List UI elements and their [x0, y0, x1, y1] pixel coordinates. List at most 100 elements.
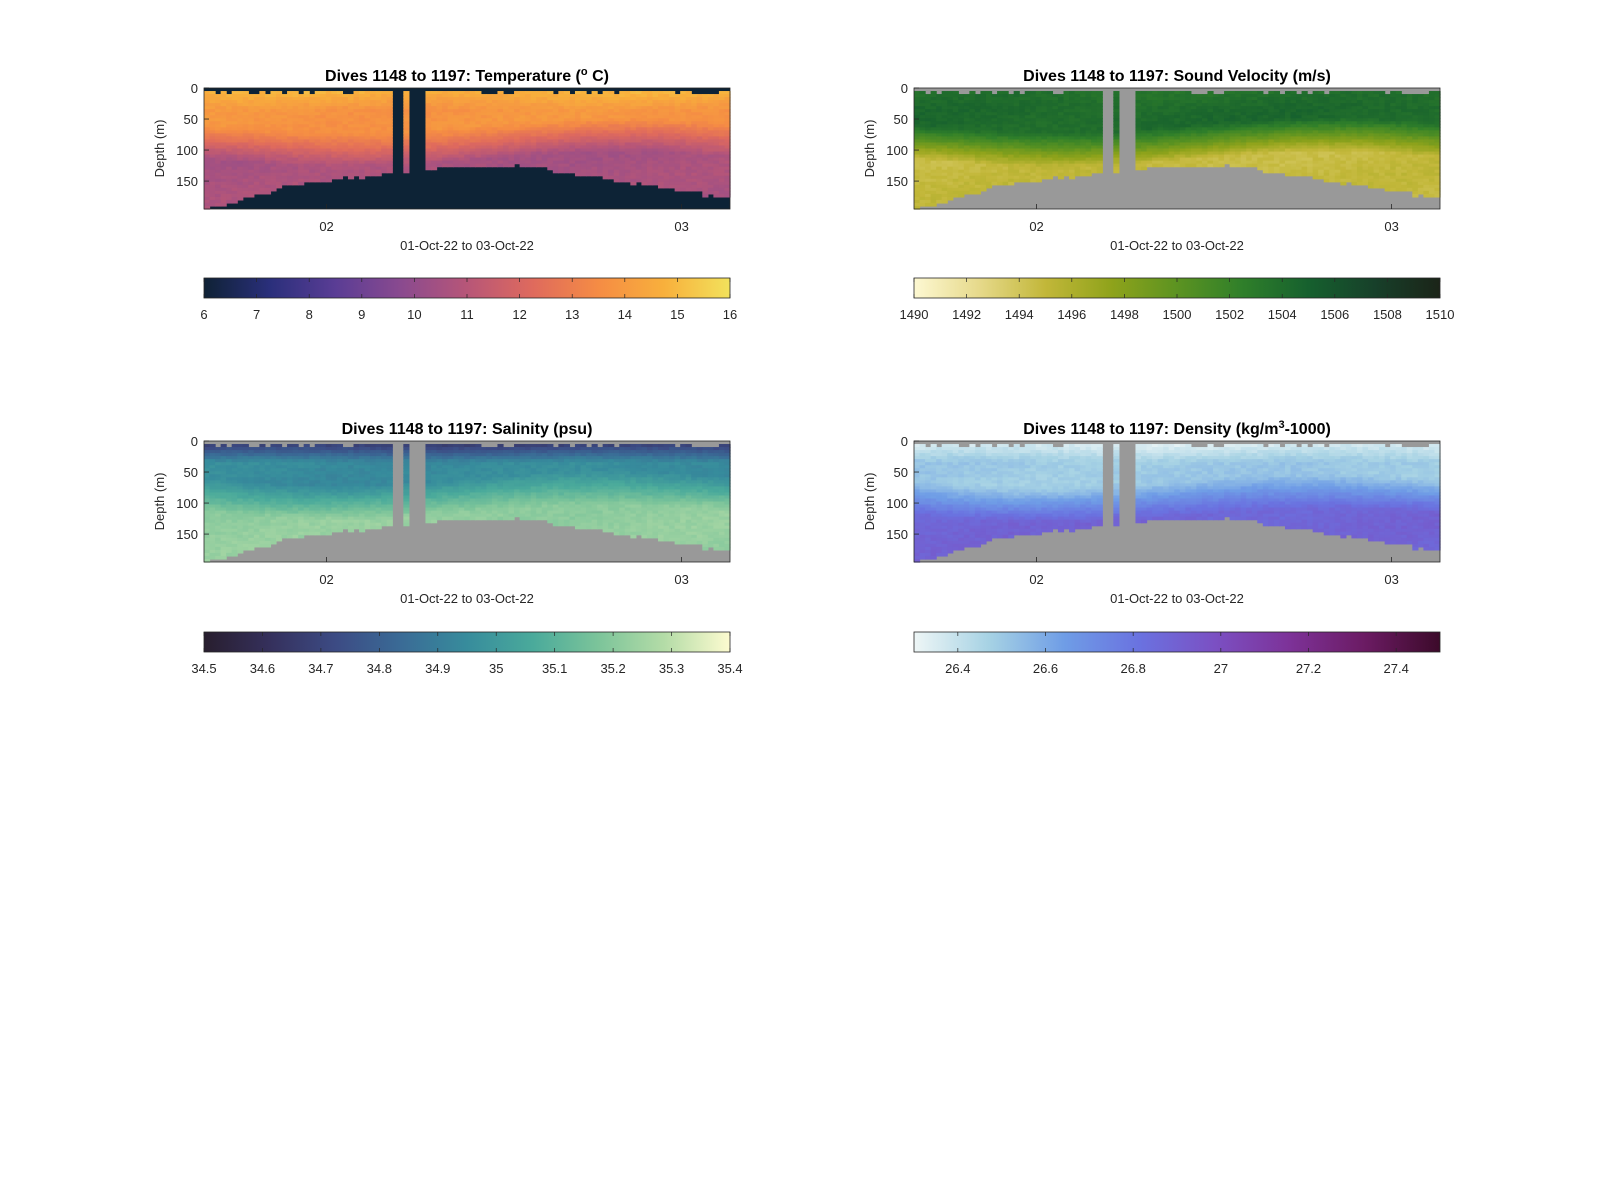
heatmap-cell — [470, 164, 476, 168]
heatmap-cell — [641, 182, 647, 186]
heatmap-cell — [509, 164, 515, 168]
heatmap-cell — [437, 164, 443, 168]
heatmap-cell — [1279, 170, 1285, 174]
heatmap-cell — [964, 191, 970, 195]
heatmap-cell — [702, 194, 708, 198]
heatmap-cell — [365, 173, 371, 177]
heatmap-cell — [431, 167, 437, 171]
heatmap-cell — [1257, 167, 1263, 171]
heatmap-cell — [1180, 164, 1186, 168]
heatmap-cell — [1163, 164, 1169, 168]
heatmap-cell — [381, 170, 387, 174]
x-axis-label: 01-Oct-22 to 03-Oct-22 — [400, 238, 534, 253]
heatmap-cell — [1335, 179, 1341, 183]
heatmap-cell — [569, 170, 575, 174]
heatmap-cell — [986, 185, 992, 189]
heatmap-cell — [542, 164, 548, 168]
heatmap-cell — [1135, 167, 1141, 171]
heatmap-cell — [464, 164, 470, 168]
heatmap-cell — [947, 197, 953, 201]
heatmap-cell — [387, 170, 393, 174]
heatmap-cell — [531, 164, 537, 168]
heatmap-cell — [1268, 170, 1274, 174]
heatmap-cell — [1274, 170, 1280, 174]
heatmap-cell — [503, 164, 509, 168]
heatmap-cell — [1324, 179, 1330, 183]
heatmap-cell — [282, 182, 288, 186]
heatmap-cell — [265, 191, 271, 195]
chart-title: Dives 1148 to 1197: Temperature (o C) — [325, 66, 609, 85]
heatmap-cell — [603, 176, 609, 180]
heatmap-cell — [520, 164, 526, 168]
heatmap-cell — [652, 182, 658, 186]
heatmap-cell — [1008, 182, 1014, 186]
heatmap-cell — [719, 194, 725, 198]
heatmap-cell — [320, 179, 326, 183]
heatmap-cell — [326, 179, 332, 183]
heatmap-cell — [215, 203, 221, 207]
heatmap-cell — [708, 191, 714, 195]
heatmap-cell — [315, 179, 321, 183]
heatmap-cell — [669, 185, 675, 189]
heatmap-cell — [448, 164, 454, 168]
heatmap-cell — [1097, 170, 1103, 174]
heatmap-cell — [370, 173, 376, 177]
heatmap-cell — [1318, 176, 1324, 180]
heatmap-cell — [1219, 164, 1225, 168]
heatmap-cell — [359, 176, 365, 180]
heatmap-cell — [298, 182, 304, 186]
colorbar-tick-label: 10 — [407, 307, 421, 322]
heatmap-cell — [636, 179, 642, 183]
heatmap-cell — [459, 164, 465, 168]
heatmap-cell — [226, 200, 232, 204]
heatmap-cell — [376, 173, 382, 177]
y-tick-label: 50 — [184, 112, 198, 127]
heatmap-cell — [536, 164, 542, 168]
heatmap-cell — [1296, 173, 1302, 177]
panel-temperature: Dives 1148 to 1197: Temperature (o C)050… — [152, 66, 737, 322]
heatmap-cell — [997, 182, 1003, 186]
colorbar-tick-label: 8 — [306, 307, 313, 322]
heatmap-cell — [210, 203, 216, 207]
heatmap-cell — [331, 176, 337, 180]
heatmap-cell — [232, 200, 238, 204]
heatmap-cell — [1291, 173, 1297, 177]
heatmap-cell — [248, 194, 254, 198]
heatmap-cell — [713, 194, 719, 198]
heatmap-cell — [658, 185, 664, 189]
colorbar-tick-label: 13 — [565, 307, 579, 322]
heatmap-cell — [553, 170, 559, 174]
heatmap-cell — [486, 164, 492, 168]
heatmap-cell — [1196, 164, 1202, 168]
heatmap-cell — [1152, 164, 1158, 168]
heatmap-cell — [1174, 164, 1180, 168]
x-tick-label: 03 — [674, 219, 688, 234]
heatmap-cell — [597, 173, 603, 177]
heatmap-cell — [481, 164, 487, 168]
panel-sound_velocity: Dives 1148 to 1197: Sound Velocity (m/s)… — [862, 68, 1454, 322]
heatmap-cell — [1207, 164, 1213, 168]
heatmap-cell — [425, 167, 431, 171]
heatmap-cell — [1158, 164, 1164, 168]
heatmap-cell — [630, 182, 636, 186]
heatmap-cell — [586, 173, 592, 177]
heatmap-cell — [953, 194, 959, 198]
heatmap-cell — [1036, 179, 1042, 183]
heatmap-cell — [625, 179, 631, 183]
heatmap-cell — [680, 188, 686, 192]
heatmap-cell — [1351, 182, 1357, 186]
heatmap-cell — [1302, 173, 1308, 177]
heatmap-cell — [614, 179, 620, 183]
heatmap-cell — [304, 179, 310, 183]
heatmap-cell — [1252, 164, 1258, 168]
heatmap-cell — [581, 173, 587, 177]
heatmap-cell — [348, 176, 354, 180]
heatmap-cell — [608, 176, 614, 180]
heatmap-cell — [1025, 179, 1031, 183]
heatmap-cell — [243, 194, 249, 198]
heatmap-cell — [403, 170, 409, 174]
heatmap-cell — [1362, 182, 1368, 186]
heatmap-cell — [1346, 179, 1352, 183]
heatmap-cell — [1052, 173, 1058, 177]
